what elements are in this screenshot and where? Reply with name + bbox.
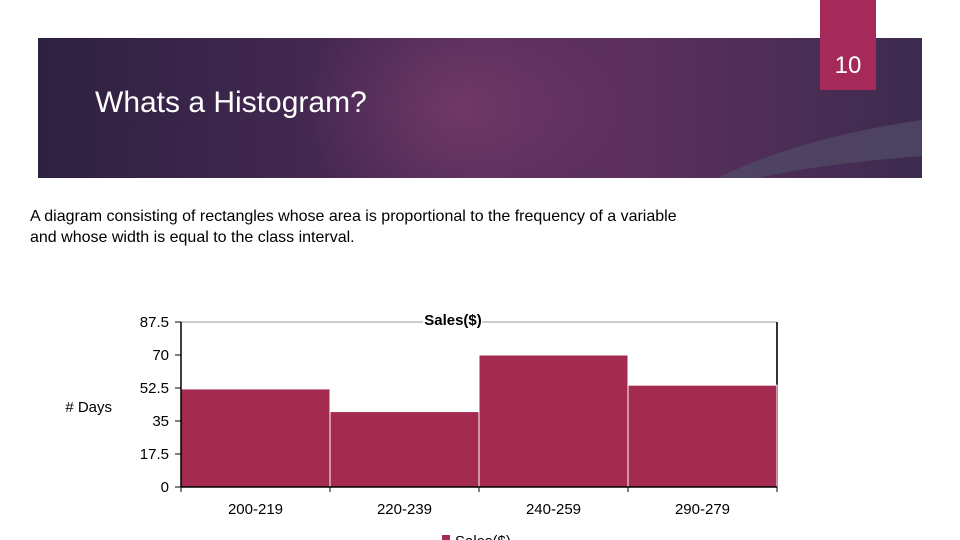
legend-swatch — [442, 535, 450, 540]
title-banner — [38, 38, 922, 178]
histogram-bar — [329, 411, 480, 488]
histogram-bar — [478, 354, 629, 488]
histogram-bar — [180, 388, 331, 488]
slide-number: 10 — [834, 52, 862, 79]
chart-title: Sales($) — [424, 312, 482, 329]
legend-label: Sales($) — [455, 533, 511, 540]
y-tick-label: 70 — [152, 347, 169, 364]
x-tick-label: 290-279 — [675, 501, 730, 518]
x-tick-label: 200-219 — [228, 501, 283, 518]
y-tick-label: 17.5 — [140, 446, 169, 463]
slide-title: Whats a Histogram? — [95, 86, 367, 119]
banner-swoosh — [718, 120, 922, 178]
y-tick-label: 0 — [161, 479, 169, 496]
definition-text: A diagram consisting of rectangles whose… — [30, 208, 677, 246]
banner-glow — [298, 38, 618, 178]
y-tick-label: 52.5 — [140, 380, 169, 397]
slide-number-tab — [820, 0, 876, 90]
histogram-bar — [627, 384, 778, 488]
y-tick-label: 87.5 — [140, 314, 169, 331]
x-tick-label: 240-259 — [526, 501, 581, 518]
y-axis-label: # Days — [65, 399, 112, 416]
y-tick-label: 35 — [152, 413, 169, 430]
x-tick-label: 220-239 — [377, 501, 432, 518]
